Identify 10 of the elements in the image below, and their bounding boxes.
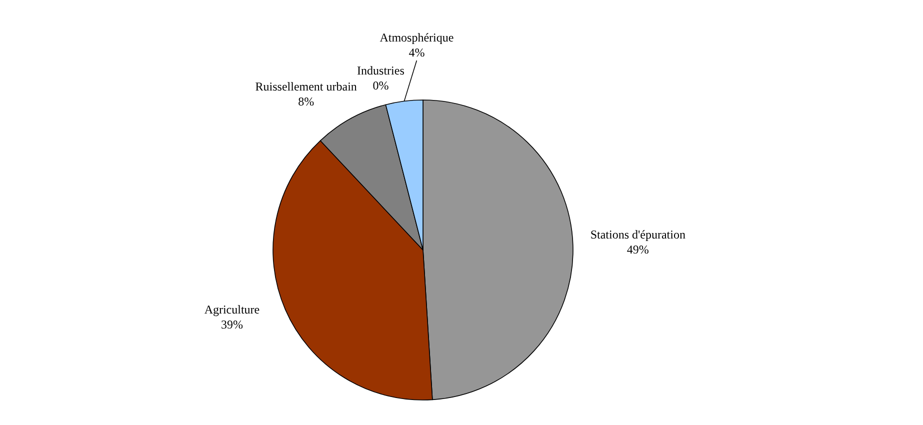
data-label: 49% [626, 242, 649, 257]
slice-label: Atmosphérique [380, 30, 454, 44]
text: 0% [372, 78, 389, 92]
slice-label: Ruissellement urbain [255, 80, 357, 94]
slice-label: Stations d'épuration [590, 228, 686, 242]
data-label: 39% [220, 318, 243, 332]
data-label: 4% [408, 46, 425, 60]
slice-label: Agriculture [204, 302, 260, 316]
category-label: Industries [357, 64, 404, 78]
data-label: 8% [298, 94, 314, 109]
